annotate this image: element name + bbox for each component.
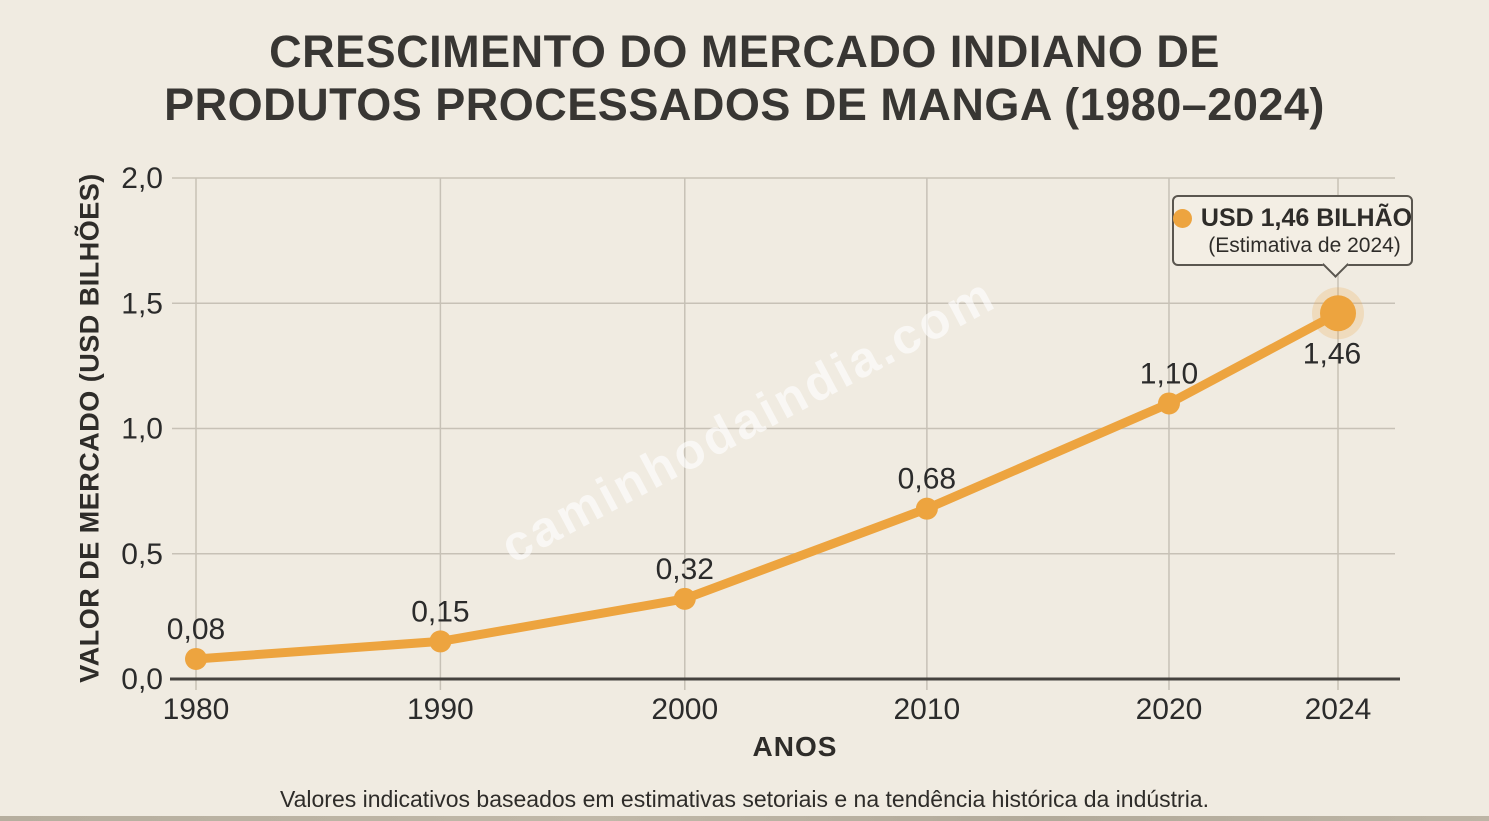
- callout-dot-icon: [1172, 208, 1192, 228]
- data-point: [1157, 392, 1180, 415]
- bottom-edge-bar: [0, 816, 1489, 821]
- footnote: Valores indicativos baseados em estimati…: [279, 786, 1209, 812]
- data-point: [1320, 295, 1356, 332]
- callout-sublabel: (Estimativa de 2024): [1208, 233, 1401, 257]
- data-point: [673, 587, 696, 610]
- callout-label: USD 1,46 BILHÃO: [1200, 203, 1413, 232]
- y-axis-tick-label: 1,5: [121, 287, 163, 320]
- data-point-label: 1,10: [1140, 357, 1198, 390]
- page-title: CRESCIMENTO DO MERCADO INDIANO DE PRODUT…: [0, 26, 1489, 131]
- data-point: [429, 630, 452, 653]
- x-axis-tick-label: 2010: [894, 693, 961, 726]
- data-point: [185, 647, 207, 670]
- callout-title-row: USD 1,46 BILHÃO: [1172, 203, 1413, 233]
- y-axis-tick-label: 2,0: [121, 162, 163, 195]
- y-axis-tick-label: 1,0: [121, 413, 163, 446]
- data-point-label: 0,08: [167, 613, 225, 646]
- x-axis-tick-label: 2024: [1305, 693, 1372, 726]
- x-axis-tick-label: 2000: [651, 693, 718, 726]
- estimate-callout: USD 1,46 BILHÃO (Estimativa de 2024): [1172, 195, 1413, 278]
- x-axis-tick-label: 2020: [1136, 693, 1203, 726]
- x-axis-tick-label: 1980: [163, 693, 230, 726]
- data-point-label: 1,46: [1303, 337, 1361, 370]
- data-point-label: 0,32: [656, 553, 714, 586]
- page-title-line2: PRODUTOS PROCESSADOS DE MANGA (1980–2024…: [164, 78, 1325, 130]
- x-axis-tick-label: 1990: [407, 693, 474, 726]
- data-point-label: 0,15: [411, 595, 469, 628]
- y-axis-tick-label: 0,5: [121, 538, 163, 571]
- x-axis-title: ANOS: [752, 731, 838, 762]
- series-line: [191, 308, 1343, 664]
- data-point: [915, 497, 938, 520]
- page-title-line1: CRESCIMENTO DO MERCADO INDIANO DE: [269, 26, 1220, 77]
- y-axis-tick-label: 0,0: [121, 663, 163, 696]
- data-point-label: 0,68: [898, 463, 956, 496]
